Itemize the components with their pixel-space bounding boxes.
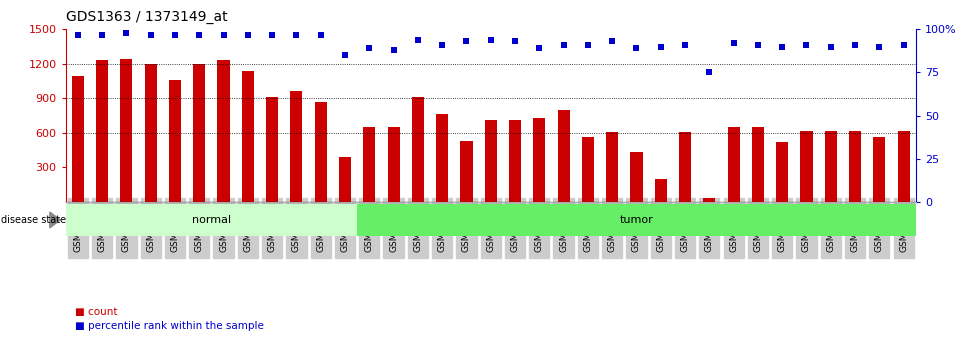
Bar xyxy=(582,137,594,202)
Bar xyxy=(242,71,254,202)
Bar xyxy=(217,60,230,202)
Bar xyxy=(193,64,206,202)
Bar xyxy=(291,91,302,202)
Point xyxy=(459,39,474,44)
Point xyxy=(119,30,134,36)
Bar xyxy=(631,152,642,202)
Point xyxy=(411,37,426,42)
Point xyxy=(95,32,110,37)
Bar xyxy=(315,102,327,202)
Point xyxy=(313,32,328,37)
Point xyxy=(385,47,401,53)
Bar xyxy=(509,120,521,202)
Point xyxy=(241,32,256,37)
Text: tumor: tumor xyxy=(619,215,653,225)
Point xyxy=(555,42,571,48)
Bar xyxy=(169,80,181,202)
Text: normal: normal xyxy=(192,215,231,225)
Bar xyxy=(873,137,886,202)
Bar xyxy=(387,127,400,202)
Point xyxy=(289,32,304,37)
Point xyxy=(143,32,158,37)
Bar xyxy=(703,198,716,202)
Bar xyxy=(606,132,618,202)
Bar xyxy=(266,97,278,202)
Point xyxy=(605,39,620,44)
Bar xyxy=(145,64,156,202)
Text: GDS1363 / 1373149_at: GDS1363 / 1373149_at xyxy=(66,10,227,24)
Point xyxy=(483,37,498,42)
Point xyxy=(725,40,741,46)
Bar xyxy=(66,204,357,236)
Bar xyxy=(357,204,916,236)
Bar xyxy=(727,127,740,202)
Bar xyxy=(825,130,837,202)
Bar xyxy=(461,141,472,202)
Point xyxy=(823,44,838,49)
Text: ■ count: ■ count xyxy=(75,307,118,317)
Point xyxy=(701,70,717,75)
Text: ■ percentile rank within the sample: ■ percentile rank within the sample xyxy=(75,321,265,331)
Bar xyxy=(533,118,546,202)
Point xyxy=(531,46,547,51)
Point xyxy=(337,52,353,58)
Polygon shape xyxy=(50,212,60,228)
Bar xyxy=(339,157,351,202)
Point xyxy=(167,32,183,37)
Point xyxy=(895,42,911,48)
Bar xyxy=(412,97,424,202)
Bar xyxy=(436,115,448,202)
Point xyxy=(191,32,207,37)
Point xyxy=(265,32,280,37)
Point xyxy=(799,42,814,48)
Bar xyxy=(485,120,497,202)
Point xyxy=(653,44,668,49)
Text: disease state: disease state xyxy=(1,215,66,225)
Point xyxy=(871,44,887,49)
Bar xyxy=(121,59,132,202)
Bar xyxy=(96,60,108,202)
Bar xyxy=(776,142,788,202)
Bar xyxy=(363,127,376,202)
Point xyxy=(361,46,377,51)
Point xyxy=(775,44,790,49)
Point xyxy=(677,42,693,48)
Bar xyxy=(71,77,84,202)
Point xyxy=(71,32,86,37)
Bar xyxy=(897,130,910,202)
Bar xyxy=(655,179,667,202)
Point xyxy=(215,32,231,37)
Point xyxy=(507,39,523,44)
Point xyxy=(629,46,644,51)
Bar xyxy=(679,132,691,202)
Bar xyxy=(801,130,812,202)
Point xyxy=(581,42,596,48)
Bar xyxy=(752,127,764,202)
Point xyxy=(435,42,450,48)
Point xyxy=(847,42,863,48)
Point xyxy=(751,42,766,48)
Bar xyxy=(557,110,570,202)
Bar xyxy=(849,130,861,202)
